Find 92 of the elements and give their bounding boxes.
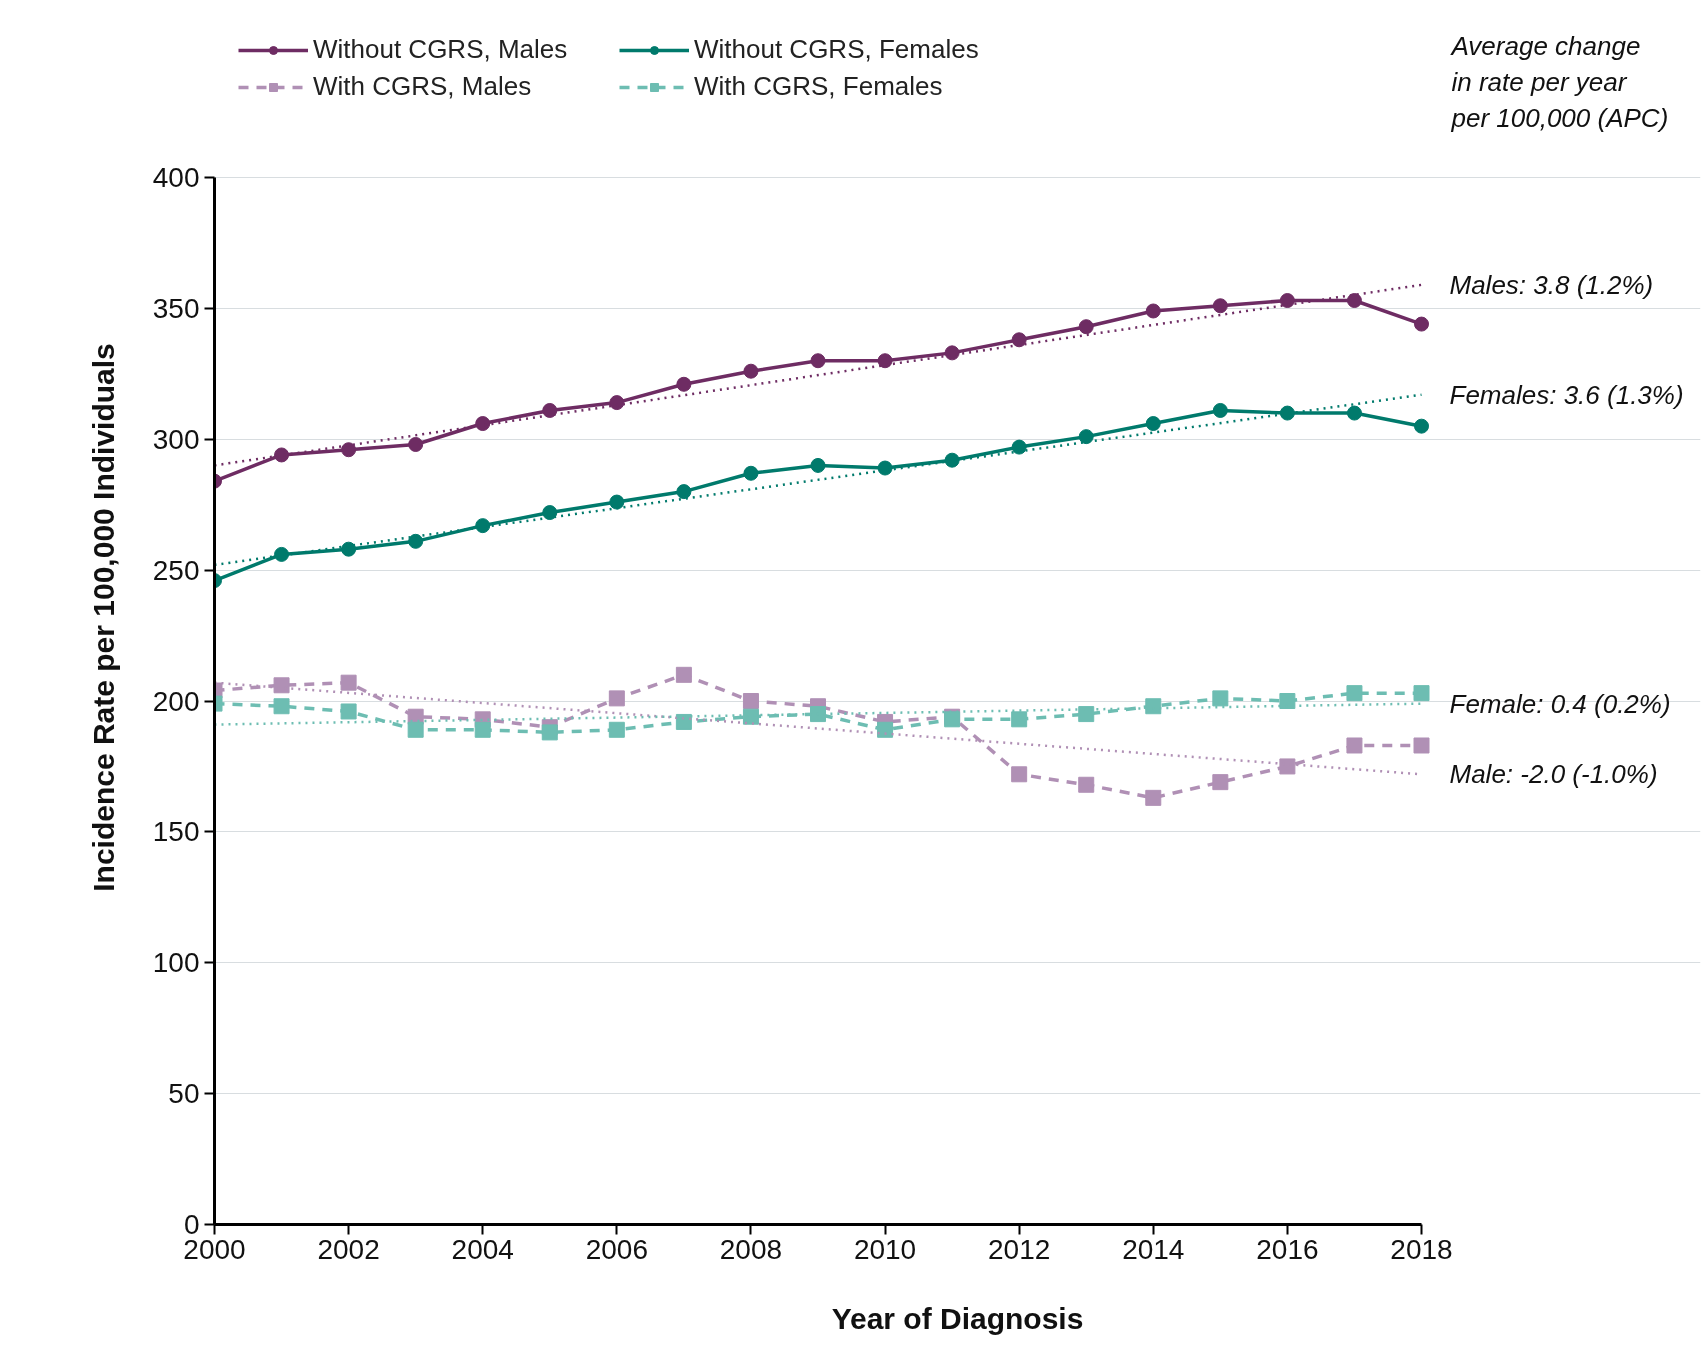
point <box>810 353 826 369</box>
point <box>1078 429 1094 445</box>
point <box>340 703 357 720</box>
point <box>743 363 759 379</box>
y-tick-label: 300 <box>152 423 200 455</box>
x-tick-label: 2002 <box>317 1233 380 1265</box>
point <box>1078 319 1094 335</box>
legend-label: Without CGRS, Males <box>313 34 569 65</box>
point <box>407 721 424 738</box>
point <box>1011 439 1027 455</box>
x-tick-label: 2010 <box>853 1233 917 1265</box>
legend-label: Without CGRS, Females <box>694 34 980 65</box>
point <box>1279 758 1296 775</box>
annotation: Male: -2.0 (-1.0%) <box>1449 759 1658 790</box>
point <box>1145 303 1161 319</box>
y-tick-label: 150 <box>152 816 200 848</box>
point <box>273 677 290 694</box>
point <box>408 533 424 549</box>
legend-label: With CGRS, Males <box>313 71 533 102</box>
point <box>1145 416 1161 432</box>
point <box>474 721 491 738</box>
point <box>609 395 625 411</box>
point <box>1414 418 1429 434</box>
point <box>1212 298 1228 314</box>
point <box>877 721 894 738</box>
point <box>1078 776 1095 793</box>
annotation: Female: 0.4 (0.2%) <box>1449 688 1671 719</box>
point <box>877 353 893 369</box>
point <box>742 693 759 709</box>
point <box>340 674 357 691</box>
point <box>609 494 625 510</box>
point <box>475 518 491 534</box>
point <box>1414 316 1429 332</box>
point <box>341 442 357 458</box>
point <box>1413 685 1430 702</box>
point <box>1279 693 1296 709</box>
x-tick-label: 2012 <box>988 1233 1051 1265</box>
point <box>541 724 558 741</box>
point <box>274 447 290 463</box>
point <box>1279 405 1295 421</box>
point <box>1212 402 1228 418</box>
point <box>542 505 558 521</box>
annotation: Males: 3.8 (1.2%) <box>1449 269 1654 300</box>
point <box>1078 706 1095 723</box>
x-tick-label: 2014 <box>1122 1233 1185 1265</box>
point <box>1346 737 1363 754</box>
point <box>1212 690 1229 707</box>
point <box>608 690 625 707</box>
text: Average change in rate per year per 100,000 (APC) <box>1449 30 1669 133</box>
point <box>944 452 960 468</box>
y-tick-label: 400 <box>152 162 200 193</box>
point <box>408 437 424 452</box>
point <box>273 698 290 715</box>
point <box>1011 332 1027 348</box>
y-axis-title: Incidence Rate per 100,000 Individuals <box>86 343 120 892</box>
point <box>1346 405 1362 421</box>
y-tick-label: 50 <box>168 1078 200 1110</box>
annotation: Females: 3.6 (1.3%) <box>1449 379 1684 410</box>
y-tick-label: 100 <box>152 947 200 979</box>
point <box>676 376 692 392</box>
point <box>1011 711 1028 728</box>
point <box>1145 698 1162 715</box>
point <box>944 345 960 361</box>
point <box>675 666 692 683</box>
point <box>608 721 625 738</box>
point <box>743 465 759 481</box>
point <box>542 402 558 418</box>
x-tick-label: 2004 <box>451 1233 514 1265</box>
x-tick-label: 2016 <box>1256 1233 1319 1265</box>
y-tick-label: 200 <box>152 685 200 717</box>
point <box>274 546 290 562</box>
point <box>810 706 826 723</box>
x-tick-label: 2006 <box>585 1233 648 1265</box>
x-axis-title: Year of Diagnosis <box>831 1301 1084 1335</box>
point <box>475 416 491 432</box>
point <box>877 460 893 476</box>
x-tick-label: 2008 <box>719 1233 783 1265</box>
point <box>810 457 826 473</box>
point <box>341 541 357 557</box>
point <box>1011 766 1028 783</box>
y-tick-label: 250 <box>152 554 200 586</box>
x-tick-label: 2018 <box>1390 1233 1453 1265</box>
point <box>1346 293 1362 309</box>
y-tick-label: 350 <box>152 292 200 324</box>
point <box>1145 789 1162 806</box>
point <box>1346 685 1363 702</box>
legend-label: With CGRS, Females <box>694 71 944 102</box>
point <box>1212 774 1229 791</box>
point <box>742 708 759 725</box>
point <box>1413 737 1430 754</box>
point <box>676 484 692 500</box>
point <box>1279 293 1295 309</box>
